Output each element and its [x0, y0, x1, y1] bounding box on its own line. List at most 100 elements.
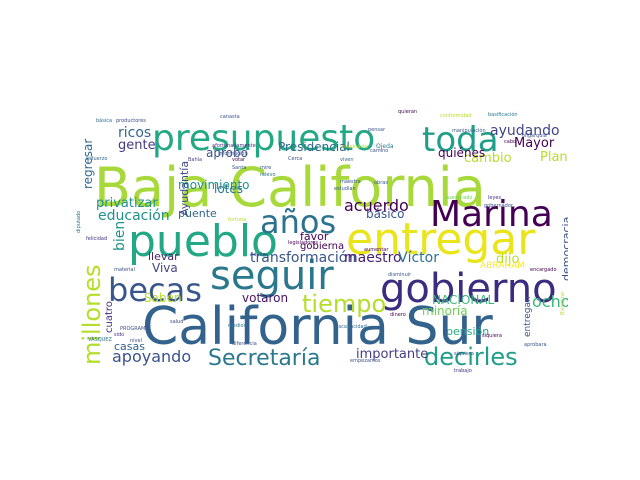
word-49-democracia: democracia — [560, 217, 568, 281]
word-91-trabajo: trabajo — [454, 368, 472, 373]
word-101-dinero: dinero — [390, 312, 406, 318]
word-9-toda: toda — [422, 120, 499, 160]
word-68-informacion: información — [218, 150, 248, 157]
word-38-regresar: regresar — [81, 139, 95, 189]
word-71-cerca: Cerca — [288, 156, 302, 162]
word-82-estudian: estudian — [334, 186, 356, 192]
word-16-ayudando: ayudando — [490, 123, 560, 139]
word-31-dijo: dijo — [496, 252, 519, 267]
word-77-votar: votar — [232, 157, 246, 163]
word-26-plan: Plan — [540, 150, 568, 165]
word-58-quieran: quieran — [398, 109, 417, 115]
word-65-cabo: cabo — [504, 139, 516, 145]
word-78-santa: Santa — [232, 165, 246, 171]
word-56-productores: productores — [116, 118, 146, 124]
word-79-relevo: relevo — [260, 172, 276, 178]
word-55-basica: básica — [96, 117, 112, 124]
word-43-presidencial: Presidencial — [278, 140, 350, 154]
word-57-canasta: canasta — [220, 114, 240, 120]
word-11-decirles: decirles — [424, 343, 518, 371]
word-5-gobierno: gobierno — [380, 266, 557, 312]
word-19-victor: Víctor — [398, 250, 439, 266]
word-66-oligarquia: oligarquía — [522, 132, 547, 139]
word-10-anos: años — [260, 203, 336, 241]
word-69-esfuerzo: esfuerzo — [86, 156, 107, 162]
word-44-pension: pensión — [446, 325, 489, 338]
word-34-votaron: votaron — [242, 291, 288, 305]
word-1-california-sur: California Sur — [142, 297, 493, 357]
word-4-seguir: seguir — [210, 253, 334, 299]
word-cloud-svg: Baja California California Sur pueblo entre… — [76, 109, 568, 373]
word-21-ocho: ocho — [532, 292, 568, 311]
word-14-tiempo: tiempo — [302, 290, 386, 318]
word-90-encargado: encargado — [530, 267, 557, 273]
word-92-aprobara: aprobara — [524, 342, 547, 348]
word-102-salud: salud — [170, 319, 183, 325]
word-28-mayor: Mayor — [514, 136, 555, 151]
word-85-felicidad: felicidad — [86, 236, 107, 242]
word-96-discapacidad: discapacidad — [334, 324, 367, 330]
word-18-maestro: maestro — [344, 250, 402, 266]
word-47-gobierna: gobierna — [300, 241, 344, 252]
word-12-secretaria: Secretaría — [208, 346, 320, 371]
word-63-eliminaste: eliminaste — [342, 144, 368, 150]
word-7-marina: Marina — [430, 194, 553, 235]
word-73-camino: camino — [370, 148, 388, 154]
word-83-legisladores: legisladores — [288, 240, 318, 246]
word-41-aprobo: aprobó — [206, 146, 248, 160]
word-84-diputado: diputado — [76, 211, 82, 233]
word-62-afortunadamente: afortunadamente — [212, 143, 256, 149]
word-88-adulto: adulto — [250, 252, 266, 258]
word-35-saben: Saben — [144, 291, 182, 305]
word-25-privatizar: privatizar — [96, 196, 158, 211]
word-107-aumentar: aumentar — [364, 247, 389, 253]
word-104-sido: sido — [114, 332, 124, 338]
word-60-conformidad: conformidad — [440, 113, 471, 119]
word-98-programa: PROGRAMA — [120, 326, 149, 332]
word-8-becas: becas — [108, 271, 202, 309]
word-87-fortuna: fortuna — [228, 217, 246, 223]
word-33-nacional: NACIONAL — [432, 293, 495, 307]
word-0-baja-california: Baja California — [94, 156, 486, 219]
word-51-cuatro: cuatro — [104, 301, 115, 333]
word-105-nivel: nivel — [130, 338, 142, 344]
word-40-basico: básico — [366, 207, 405, 221]
word-50-puente: puente — [178, 207, 217, 220]
word-95-medios: medios — [228, 323, 247, 329]
word-3-entregar: entregar — [346, 214, 536, 265]
word-94-empezamos: empezamos — [350, 358, 381, 364]
word-36-viva: Viva — [152, 261, 178, 275]
word-72-viven: viven — [340, 157, 354, 163]
word-61-basificacion: basificación — [488, 111, 518, 118]
word-27-cambio: cambio — [464, 151, 512, 166]
word-52-abraham: ABRAHAM — [480, 261, 525, 271]
word-70-bahia: Bahía — [188, 156, 202, 163]
word-86-material: material — [114, 267, 135, 273]
word-54-entregan: entregan — [523, 296, 533, 337]
word-99-vasquez: VÁSQUEZ — [88, 336, 112, 343]
word-75-leyes: leyes — [488, 195, 502, 201]
word-81-obras: obras — [374, 180, 388, 186]
word-20-acuerdo: acuerdo — [344, 196, 409, 215]
word-103-mire: mire — [260, 165, 271, 171]
word-39-movimiento: movimiento — [178, 178, 250, 192]
word-45-casas: casas — [114, 340, 145, 353]
word-2-pueblo: pueblo — [128, 216, 278, 267]
word-76-gobernador: gobernador — [484, 203, 514, 209]
word-100-siquiera: siquiera — [454, 351, 474, 357]
word-15-apoyando: apoyando — [112, 347, 191, 366]
word-74-asegurado: asegurado — [446, 195, 472, 201]
word-24-importante: importante — [356, 347, 428, 362]
word-23-educacion: educación — [98, 208, 170, 224]
word-37-minoria: minoría — [422, 304, 468, 318]
word-29-bien: bien — [112, 221, 128, 251]
word-93-diferencia: diferencia — [232, 341, 257, 347]
word-64-ojeda: Ojeda — [376, 143, 394, 150]
word-cloud: Baja California California Sur pueblo entre… — [74, 105, 568, 373]
word-80-maestra: maestra — [340, 179, 361, 185]
word-106-bienestar: Bienestar — [560, 290, 566, 315]
word-48-llevar: llevar — [148, 250, 179, 263]
word-46-favor: favor — [300, 230, 329, 243]
word-22-ricos: ricos — [118, 125, 151, 141]
